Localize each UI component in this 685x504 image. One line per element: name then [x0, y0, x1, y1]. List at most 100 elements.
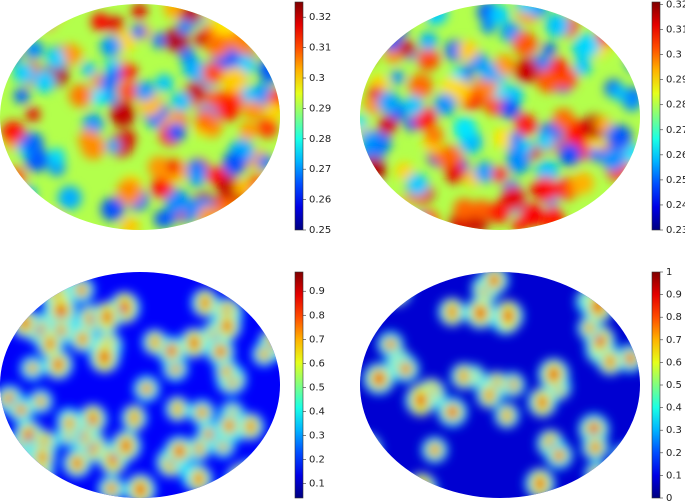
heatmap-field [0, 272, 280, 498]
blob [584, 461, 610, 487]
blob [447, 404, 458, 420]
colorbar [294, 271, 304, 499]
blob [360, 160, 370, 179]
blob [222, 152, 246, 176]
blob [415, 392, 427, 408]
blob [107, 16, 125, 34]
blob [360, 130, 377, 148]
blob [379, 273, 412, 306]
blob [606, 4, 632, 22]
colorbar [294, 1, 304, 231]
blob [383, 34, 401, 52]
blob [430, 444, 439, 456]
blob [593, 469, 601, 480]
blob [131, 4, 148, 20]
blob [520, 202, 545, 227]
blob [120, 438, 132, 454]
colorbar-tick-label: 0.26 [309, 195, 331, 206]
heatmap-field [360, 272, 640, 498]
blob [621, 28, 640, 49]
blob [617, 196, 640, 220]
colorbar-tick-label: 0.2 [309, 455, 325, 466]
blob [217, 198, 243, 224]
blob [605, 355, 615, 368]
colorbar-tick-label: 0.27 [666, 125, 685, 136]
blob [573, 57, 592, 76]
blob [360, 45, 370, 60]
blob [91, 12, 110, 31]
blob [588, 147, 603, 162]
blob [481, 19, 496, 34]
blob [378, 115, 397, 135]
heatmap-field [0, 4, 280, 230]
blob [176, 19, 194, 36]
blob [500, 186, 526, 211]
blob [217, 176, 242, 200]
colorbar-tick-label: 0.3 [309, 73, 325, 84]
blob [258, 12, 276, 29]
blob [585, 323, 594, 333]
blob [134, 80, 155, 101]
blob [222, 319, 233, 333]
blob [374, 272, 406, 296]
blob [484, 389, 494, 401]
blob [259, 9, 275, 25]
blob [423, 4, 448, 26]
blob [617, 449, 633, 463]
colorbar-tick-label: 0.29 [666, 75, 685, 86]
blob [224, 419, 234, 432]
blob [506, 150, 531, 175]
blob [258, 447, 280, 479]
blob [545, 13, 570, 38]
colorbar [651, 271, 661, 499]
blob [1, 436, 28, 462]
blob [233, 477, 243, 490]
blob [257, 154, 274, 171]
blob [129, 412, 139, 424]
blob [260, 349, 268, 360]
blob [234, 179, 251, 197]
blob [54, 272, 70, 284]
blob [118, 81, 139, 102]
blob [512, 31, 538, 57]
blob [99, 73, 119, 92]
blob [377, 90, 401, 114]
blob [459, 370, 468, 382]
blob [623, 144, 640, 164]
colorbar-tick-label: 0.8 [666, 312, 682, 323]
blob [205, 34, 230, 58]
blob [24, 40, 44, 60]
blob [185, 81, 207, 103]
blob [182, 57, 205, 80]
blob [445, 163, 466, 184]
blob [120, 216, 140, 230]
blob [100, 35, 122, 57]
blob [610, 84, 628, 101]
blob [499, 98, 521, 120]
blob [472, 199, 492, 220]
blob [48, 148, 66, 165]
blob [173, 403, 182, 415]
blob [205, 429, 214, 440]
blob [392, 214, 408, 230]
colorbar-tick-label: 0.28 [666, 100, 685, 111]
colorbar-tick-label: 1 [666, 267, 672, 278]
colorbar-tick-label: 0.7 [666, 335, 682, 346]
blob [98, 349, 111, 365]
blob [372, 17, 396, 40]
blob [491, 9, 506, 24]
blob [618, 4, 635, 21]
blob [81, 62, 97, 77]
blob [81, 135, 106, 160]
blob [514, 113, 537, 137]
blob [513, 58, 539, 84]
blob [0, 203, 9, 221]
blob [120, 63, 138, 81]
blob [78, 333, 87, 345]
blob [3, 48, 21, 65]
blob [3, 166, 26, 190]
blob [529, 181, 545, 197]
blob [390, 70, 405, 85]
blob [195, 443, 203, 454]
blob [150, 336, 159, 348]
